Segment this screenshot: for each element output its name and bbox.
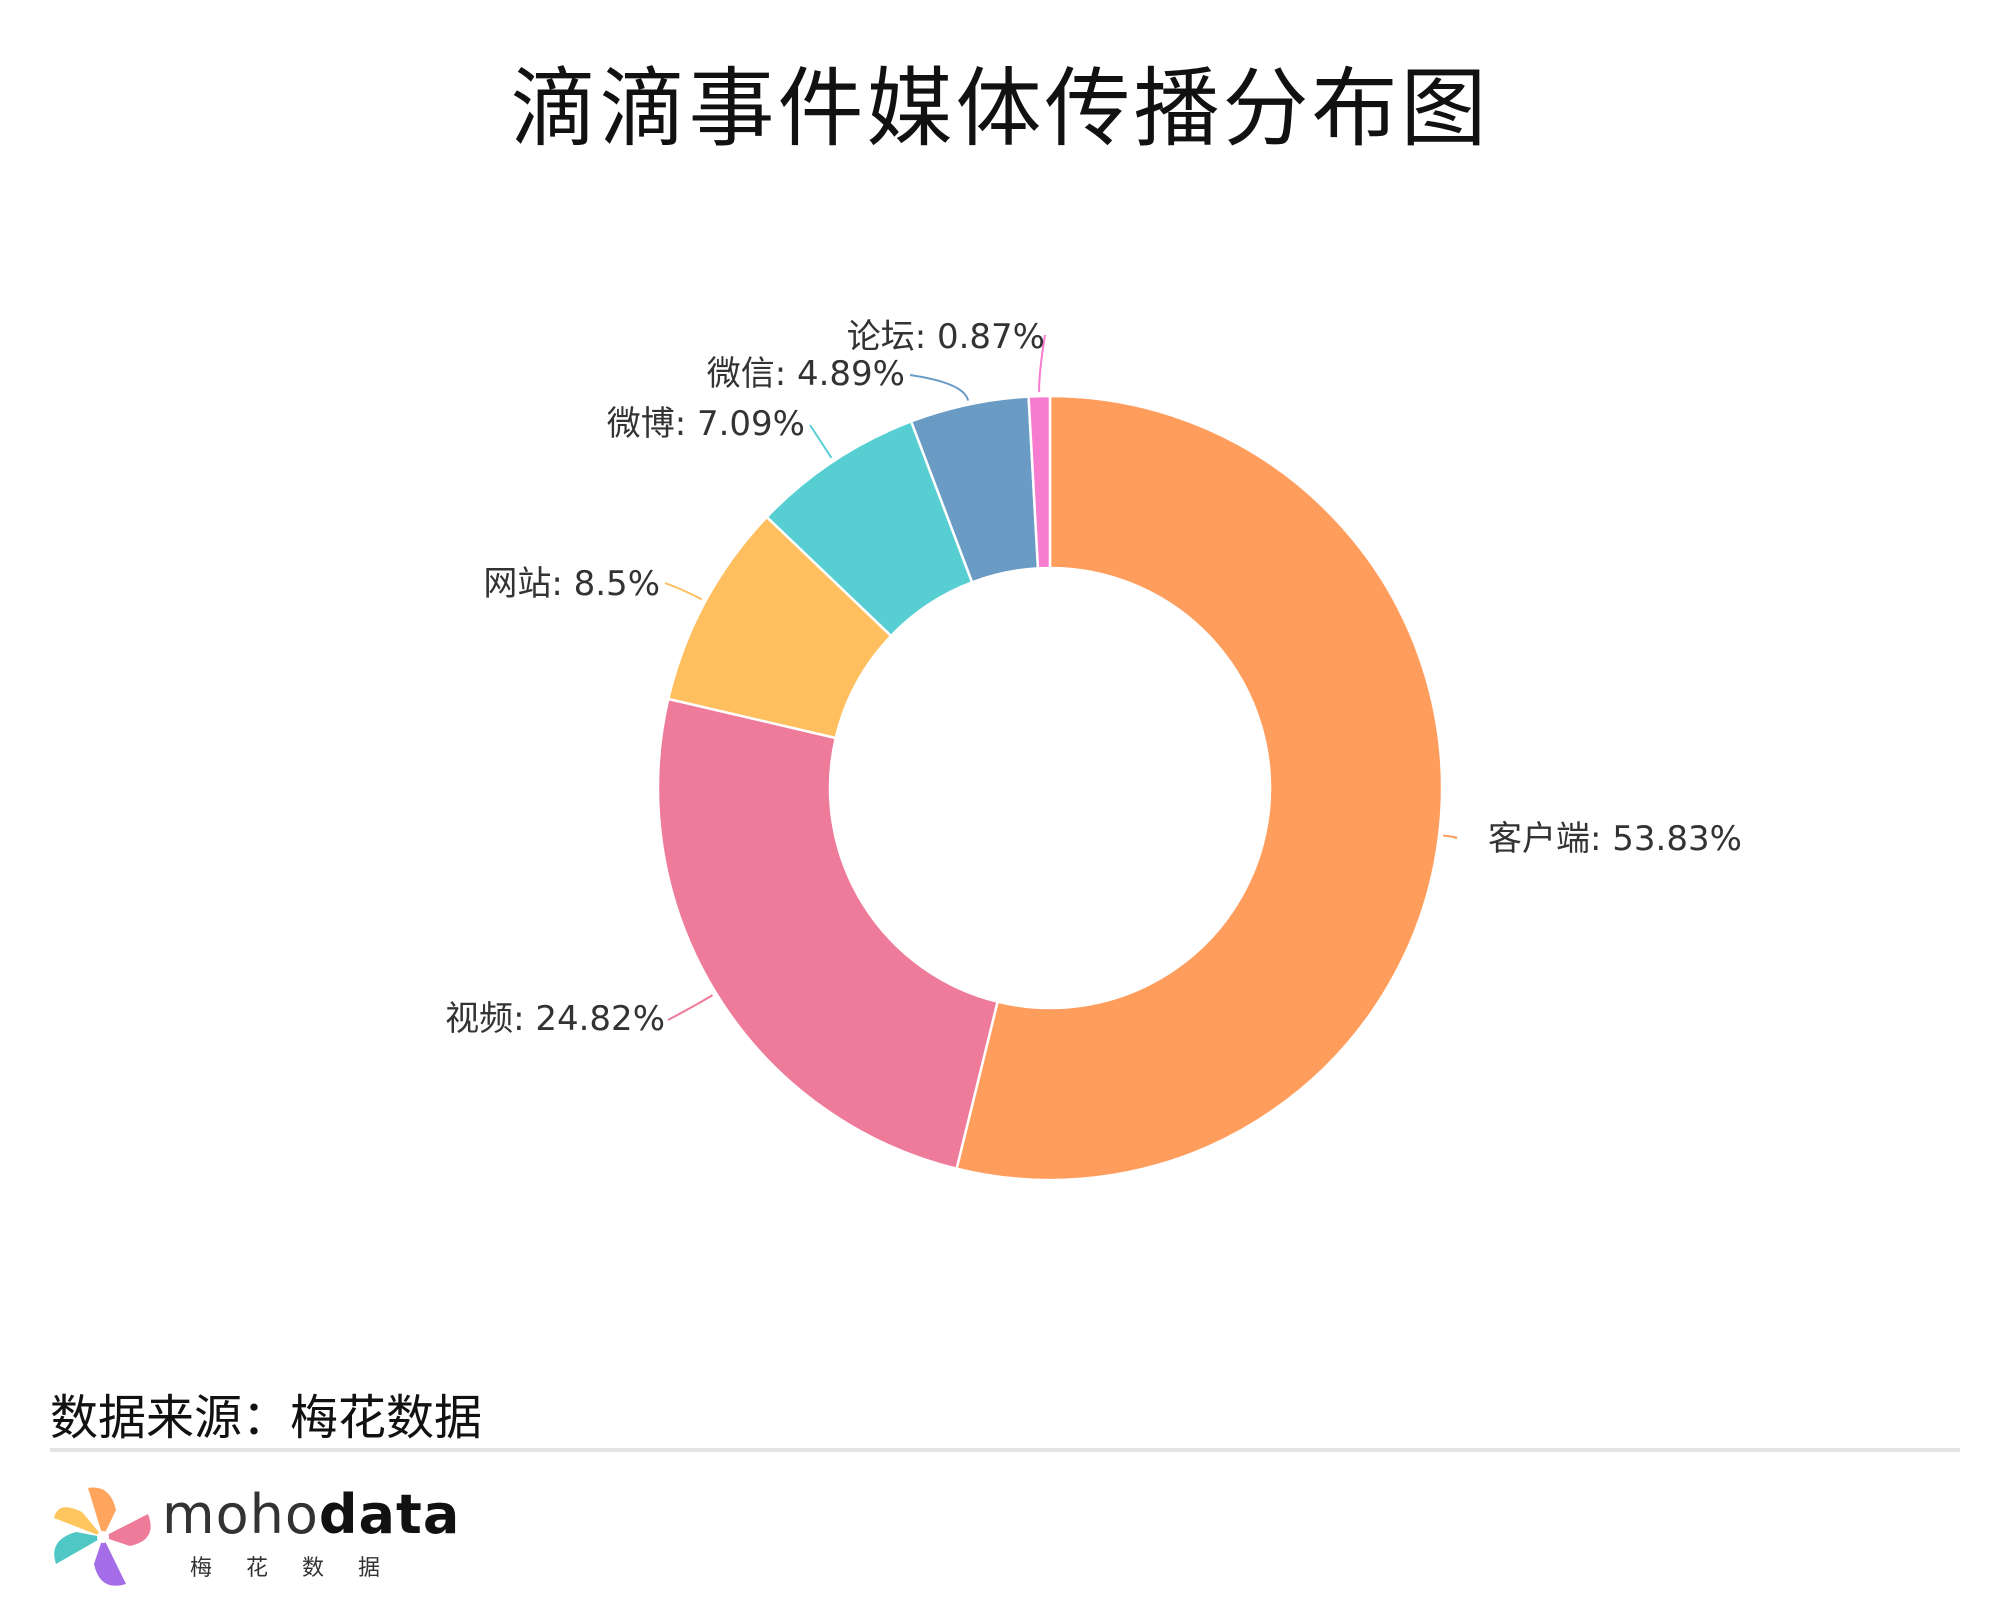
leader-line-5 [909,374,970,401]
data-source: 数据来源：梅花数据 [50,1390,483,1446]
pie-slice-6 [1027,394,1052,570]
chart-title: 滴滴事件媒体传播分布图 [510,59,1490,159]
mohodata-logo-icon [54,1487,151,1586]
leader-line-2 [667,994,714,1021]
slice-label-1: 客户端: 53.83% [1488,819,1742,859]
leader-line-3 [664,582,703,601]
leader-line-1 [1443,834,1458,839]
slice-label-6: 论坛: 0.87% [847,317,1045,357]
pie-slice-1 [955,394,1444,1182]
logo-chinese-text: 梅花数据 [190,1556,415,1581]
logo-wordmark: mohodata [162,1483,461,1546]
slice-label-3: 网站: 8.5% [483,564,660,604]
leader-line-4 [809,424,833,459]
pie-slice-2 [656,697,1000,1171]
leader-line-6 [1038,334,1046,393]
slice-label-5: 微信: 4.89% [707,354,905,394]
slice-label-2: 视频: 24.82% [445,999,665,1039]
divider [50,1448,1960,1452]
slice-label-4: 微博: 7.09% [607,404,805,444]
